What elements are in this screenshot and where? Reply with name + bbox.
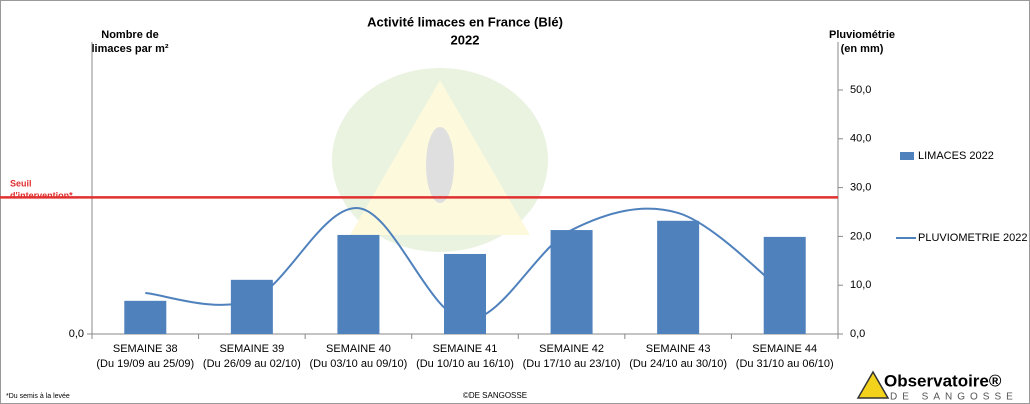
chart-title: 2022 xyxy=(451,32,480,47)
x-tick-sublabel: (Du 17/10 au 23/10) xyxy=(523,358,621,370)
bar xyxy=(230,279,273,334)
logo-icon xyxy=(856,370,890,399)
footnote: *Du semis à la levée xyxy=(6,393,70,400)
logo-title: Observatoire® xyxy=(884,371,1002,390)
bar xyxy=(444,253,486,334)
x-tick-sublabel: (Du 03/10 au 09/10) xyxy=(309,358,407,370)
x-tick-label: SEMAINE 38 xyxy=(113,343,178,355)
x-tick-label: SEMAINE 39 xyxy=(219,343,284,355)
chart-title: Activité limaces en France (Blé) xyxy=(367,14,563,29)
legend-label: LIMACES 2022 xyxy=(918,150,994,162)
y2-tick-label: 50,0 xyxy=(850,84,871,96)
y2-tick-label: 30,0 xyxy=(850,182,871,194)
x-tick-sublabel: (Du 26/09 au 02/10) xyxy=(203,358,301,370)
y-tick-label: 0,0 xyxy=(69,328,84,340)
x-tick-label: SEMAINE 44 xyxy=(752,343,817,355)
x-tick-label: SEMAINE 43 xyxy=(646,343,711,355)
bar xyxy=(763,236,806,334)
x-tick-label: SEMAINE 42 xyxy=(539,343,604,355)
y2-tick-label: 40,0 xyxy=(850,133,871,145)
x-tick-sublabel: (Du 10/10 au 16/10) xyxy=(416,358,514,370)
y2-tick-label: 10,0 xyxy=(850,279,871,291)
x-tick-sublabel: (Du 24/10 au 30/10) xyxy=(629,358,727,370)
x-tick-label: SEMAINE 40 xyxy=(326,343,391,355)
x-tick-label: SEMAINE 41 xyxy=(433,343,498,355)
line xyxy=(145,207,786,321)
y-axis-label: Nombre de xyxy=(101,29,158,41)
threshold-label: d'intervention* xyxy=(10,191,73,201)
y2-axis-label: (en mm) xyxy=(841,43,884,55)
y2-axis-label: Pluviométrie xyxy=(829,29,895,41)
y2-tick-label: 20,0 xyxy=(850,230,871,242)
threshold-label: Seuil xyxy=(10,179,32,189)
bar xyxy=(124,300,167,334)
bar xyxy=(337,234,380,334)
credit: ©DE SANGOSSE xyxy=(463,391,527,400)
legend-label: PLUVIOMETRIE 2022 xyxy=(918,232,1027,244)
logo-subtitle: DE SANGOSSE xyxy=(890,392,1018,403)
watermark xyxy=(332,68,548,252)
legend-swatch xyxy=(900,152,914,160)
bar xyxy=(657,220,700,334)
y-axis-label: limaces par m² xyxy=(91,43,168,55)
x-tick-sublabel: (Du 19/09 au 25/09) xyxy=(96,358,194,370)
y2-tick-label: 0,0 xyxy=(850,328,865,340)
x-tick-sublabel: (Du 31/10 au 06/10) xyxy=(736,358,834,370)
bar xyxy=(550,230,593,334)
